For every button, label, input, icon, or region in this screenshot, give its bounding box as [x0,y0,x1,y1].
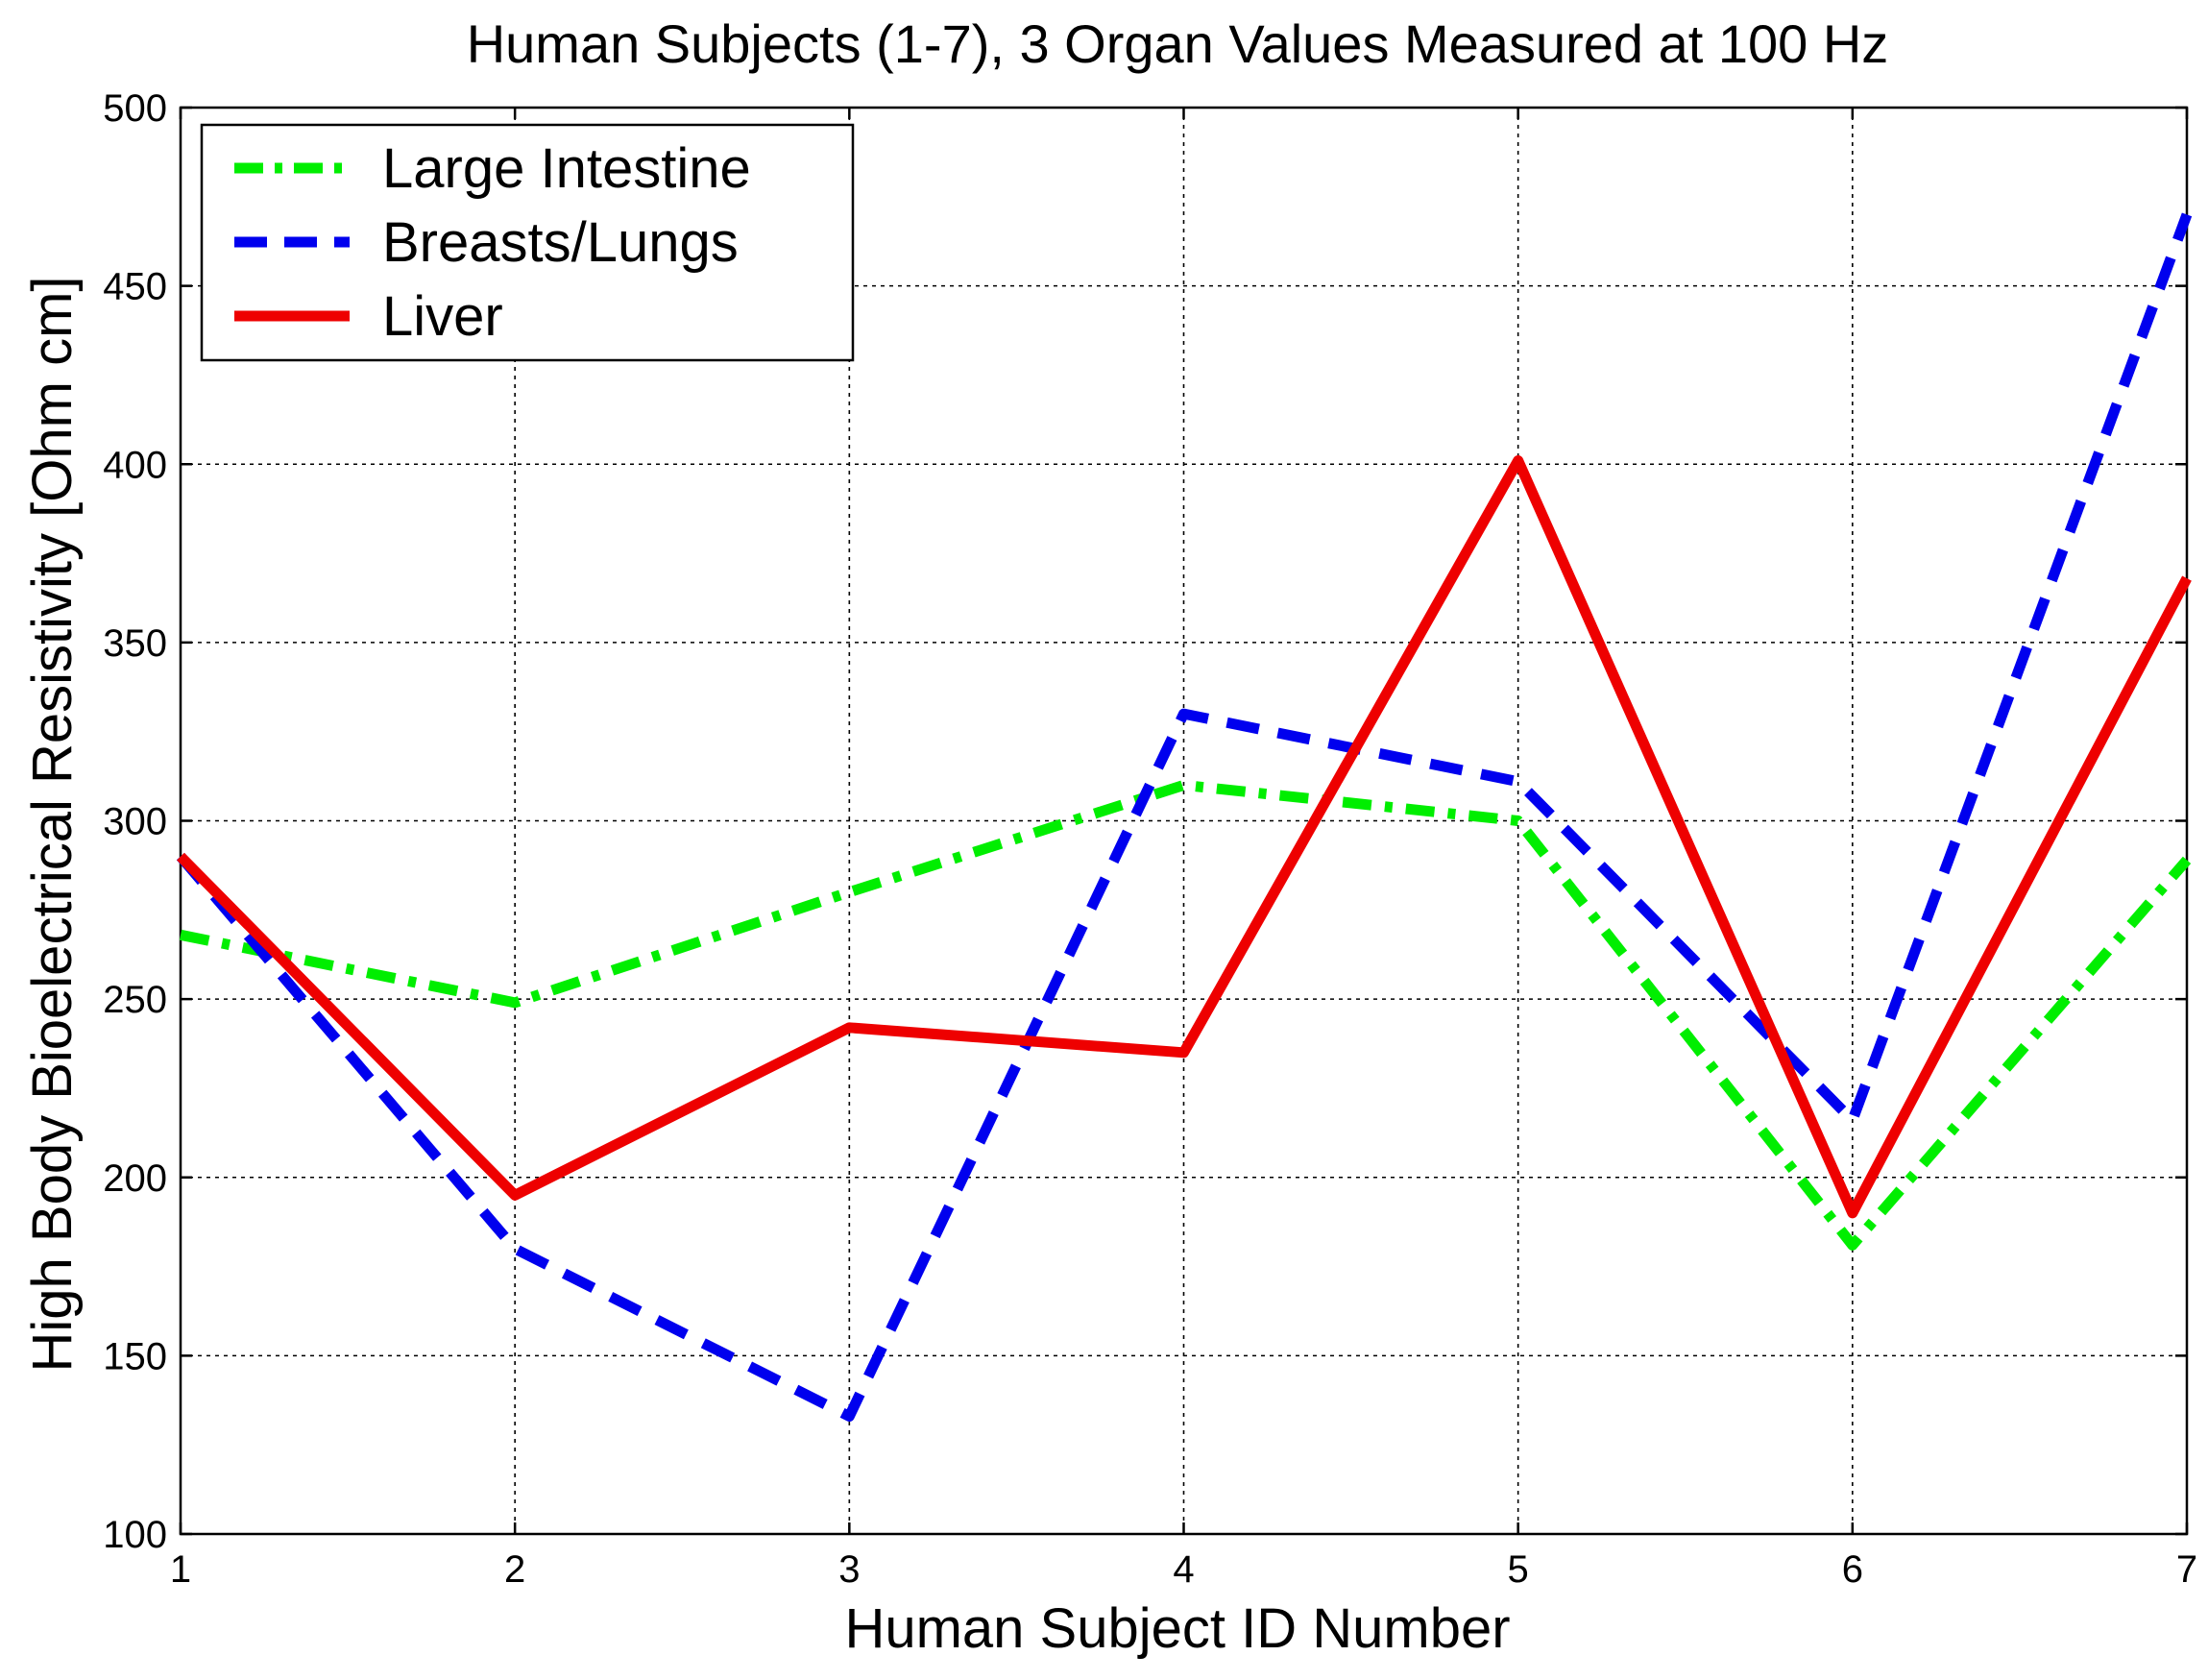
x-tick-label: 5 [1508,1548,1529,1591]
x-tick-label: 7 [2176,1548,2197,1591]
chart-title: Human Subjects (1-7), 3 Organ Values Mea… [467,13,1889,74]
grid [181,108,2187,1534]
y-tick-label: 400 [103,444,167,486]
x-tick-label: 4 [1173,1548,1194,1591]
x-tick-label: 1 [170,1548,191,1591]
y-tick-label: 300 [103,801,167,843]
y-tick-label: 100 [103,1514,167,1556]
series-line-liver [177,455,2192,1219]
legend: Large Intestine Breasts/Lungs Liver [200,123,855,362]
legend-label-large-intestine: Large Intestine [382,137,751,200]
x-tick-label: 6 [1842,1548,1863,1591]
y-tick-label: 350 [103,622,167,665]
y-tick-label: 200 [103,1157,167,1200]
x-axis-label: Human Subject ID Number [844,1597,1510,1660]
series-line-large-intestine [179,779,2192,1251]
legend-label-liver: Liver [382,285,503,348]
axis-ticks: 1 2 3 4 5 6 7 100 150 200 250 300 350 400 450 500 [103,87,2197,1591]
y-tick-label: 450 [103,266,167,308]
y-tick-label: 150 [103,1335,167,1377]
y-axis-label: High Body Bioelectrical Resistivity [Ohm… [21,277,84,1373]
x-tick-label: 2 [504,1548,525,1591]
series-line-breasts-lungs [176,212,2193,1422]
x-tick-label: 3 [838,1548,860,1591]
series-lines [176,212,2193,1422]
y-tick-label: 500 [103,87,167,130]
legend-label-breasts-lungs: Breasts/Lungs [382,211,739,274]
y-tick-label: 250 [103,979,167,1021]
